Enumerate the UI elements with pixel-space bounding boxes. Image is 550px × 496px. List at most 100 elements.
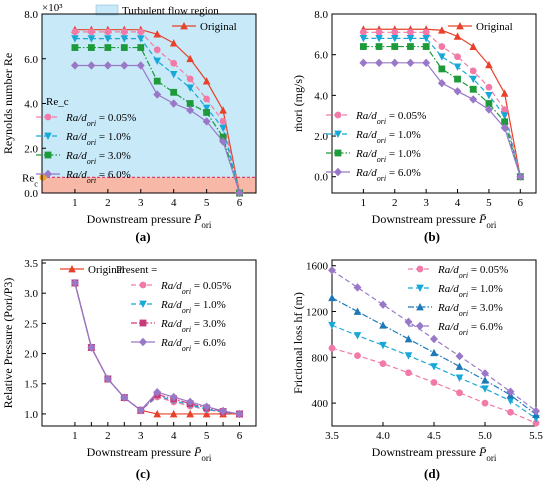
panel-label: (c) [136,466,150,481]
data-point [219,124,227,133]
legend-label-sub: ori [182,325,191,334]
legend-label-part: Ra/d [65,112,87,124]
series-line [363,45,521,177]
data-point [430,363,438,371]
data-point [153,30,162,38]
legend-label-part: = 6.0% [386,167,421,179]
legend-label-part: Ra/d [437,264,459,276]
x-axis-label-symbol: P̄ [478,445,487,459]
data-point [404,317,413,327]
data-point [481,399,489,407]
legend-label-part: = 0.05% [468,264,508,276]
data-point [120,393,129,402]
legend-marker [139,281,147,289]
data-point [219,106,227,114]
data-point [353,283,362,292]
legend-label-sub: ori [459,271,468,280]
data-point [219,118,227,125]
critical-re-label: Rec [22,172,38,188]
x-tick-label: 5 [204,197,210,209]
legend-label-sub: ori [377,155,386,164]
series-line [74,46,241,194]
x-tick-label: 1 [72,430,78,442]
series-line [74,282,240,415]
data-point [354,352,361,359]
data-point [169,99,178,108]
data-point [422,58,431,68]
x-tick-label: 3 [138,430,144,442]
y-tick-label: 4.0 [24,99,38,111]
data-point [120,28,128,36]
legend-marker [139,300,147,308]
x-axis-label: Downstream pressure P̄ori [372,212,497,230]
data-point [202,117,211,126]
x-axis-label-part: Downstream pressure [372,445,479,459]
data-point [407,28,414,36]
legend-label-part: Ra/d [437,283,459,295]
data-point [485,100,493,107]
x-axis-label-part: Downstream pressure [87,445,194,459]
legend-marker [334,167,342,177]
data-point [136,35,145,43]
data-point [186,100,194,107]
data-point [500,123,509,133]
x-tick-label: 5.5 [529,430,543,442]
data-point [438,26,446,34]
data-point [104,44,112,51]
data-point [186,409,194,418]
legend-marker [416,303,424,311]
x-axis-label-sub: ori [201,220,211,230]
legend-marker [44,169,52,179]
critical-re-label-sub: c [34,179,38,188]
data-point [137,28,145,36]
y-axis-label: Frictional loss hf (m) [291,292,305,394]
x-tick-label: 6 [518,197,524,209]
legend-marker [334,149,342,157]
data-point [169,392,178,402]
legend-label-sub: ori [459,290,468,299]
data-point [235,188,244,198]
data-point [532,419,540,427]
legend-label-sub: ori [87,119,96,128]
legend-label-part: = 6.0% [468,321,503,333]
data-point [485,83,493,91]
data-point [328,344,336,352]
data-point [153,46,161,54]
data-point [422,28,430,36]
data-point [453,63,462,71]
legend-label: Ra/dori = 0.05% [65,112,136,128]
legend-label-part: Ra/d [355,148,377,160]
data-point [404,334,413,343]
data-point [186,397,195,407]
legend-label-sub: ori [87,157,96,166]
x-tick-label: 4 [171,430,177,442]
legend-label: Ra/dori = 0.05% [355,110,426,126]
data-point [438,43,446,50]
data-point [153,90,162,99]
data-point [328,321,336,330]
y-tick-label: 4.0 [314,90,328,102]
panel-b: 1 2 3 4 5 6 0.0 2.0 4.0 6.0 8.0 Downstream pressure… [291,9,537,244]
data-point [120,61,129,70]
legend-header: Present = [116,264,157,276]
legend-label: Ra/dori = 1.0% [355,148,421,164]
data-point [186,106,195,115]
data-point [506,397,515,405]
data-point [359,28,367,36]
x-axis-label-part: Downstream pressure [87,212,194,226]
data-point [359,58,368,68]
data-point [438,53,446,61]
data-point [71,35,79,43]
legend-marker [416,284,424,292]
data-point [430,379,438,386]
legend-label-part: = 1.0% [386,129,421,141]
x-tick-label: 5 [204,430,210,442]
legend-label-part: Ra/d [437,321,459,333]
legend-label-part: = 1.0% [468,283,503,295]
data-point [328,293,336,302]
y-tick-label: 2.5 [24,318,38,330]
legend-label-sub: ori [182,306,191,315]
legend-label: Ra/dori = 6.0% [355,167,421,183]
legend-label-part: = 0.05% [191,280,231,292]
